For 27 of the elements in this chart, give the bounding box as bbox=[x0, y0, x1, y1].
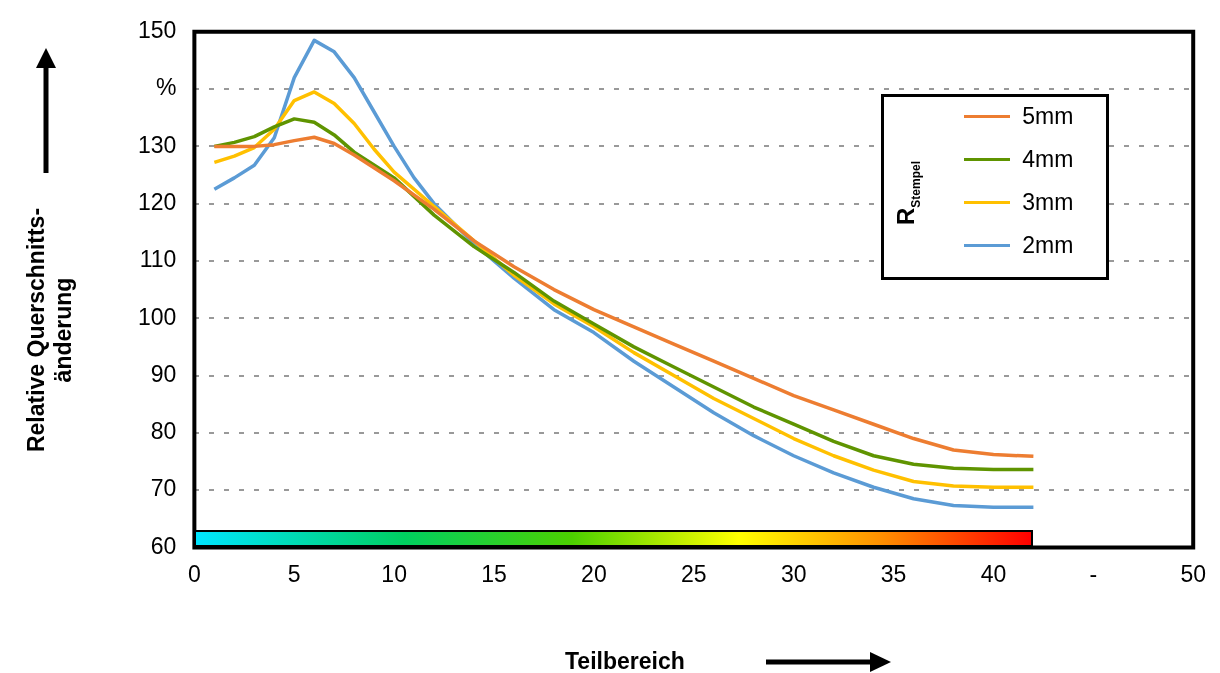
y-tick-label: 130 bbox=[138, 131, 177, 158]
x-tick-label: 20 bbox=[581, 560, 607, 587]
x-tick-label: 35 bbox=[880, 560, 907, 587]
x-tick-label: 30 bbox=[780, 560, 807, 587]
x-axis-title: Teilbereich bbox=[565, 648, 685, 673]
legend-label: 3mm bbox=[1022, 188, 1074, 216]
y-tick-label: % bbox=[155, 74, 177, 101]
x-tick-label: 25 bbox=[680, 560, 707, 587]
x-tick-label: 50 bbox=[1180, 560, 1207, 587]
x-tick-label: 40 bbox=[980, 560, 1007, 587]
y-tick-label: 100 bbox=[138, 303, 177, 330]
y-tick-label: 110 bbox=[139, 246, 177, 273]
y-tick-label: 150 bbox=[138, 17, 177, 44]
y-tick-label: 80 bbox=[150, 418, 177, 445]
legend-label: 2mm bbox=[1022, 231, 1074, 259]
y-tick-label: 70 bbox=[150, 475, 177, 502]
x-tick-label: 5 bbox=[287, 560, 301, 587]
x-tick-label: 10 bbox=[381, 560, 407, 587]
y-tick-label: 120 bbox=[138, 189, 177, 216]
x-tick-label: 15 bbox=[481, 560, 507, 587]
y-tick-label: 60 bbox=[150, 532, 177, 559]
x-tick-label: 0 bbox=[187, 560, 201, 587]
y-axis-title: Relative Querschnitts- änderung bbox=[23, 207, 77, 453]
legend-label: 4mm bbox=[1022, 145, 1074, 173]
x-tick-label: - bbox=[1089, 560, 1098, 587]
legend-label: 5mm bbox=[1022, 102, 1074, 130]
y-tick-label: 90 bbox=[150, 360, 177, 387]
